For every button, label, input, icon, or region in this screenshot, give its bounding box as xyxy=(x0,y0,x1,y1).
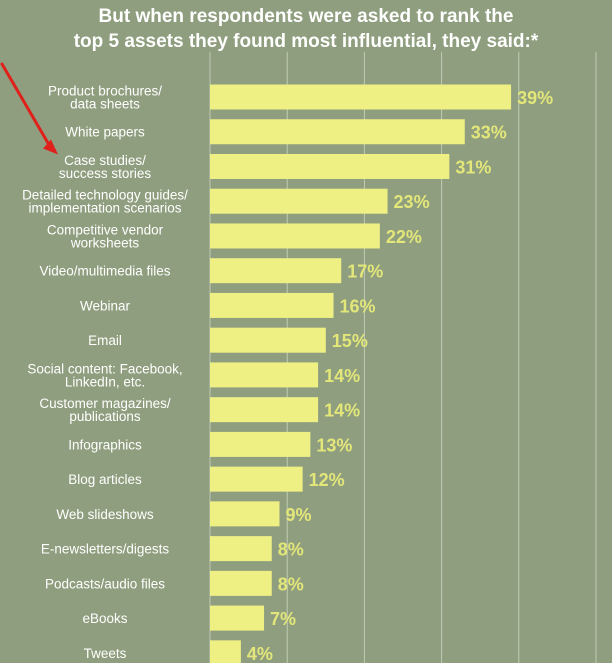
bar xyxy=(210,501,280,527)
value-label: 33% xyxy=(471,123,507,143)
value-label: 4% xyxy=(247,644,273,663)
category-label: Email xyxy=(88,333,122,348)
category-label: Detailed technology guides/implementatio… xyxy=(22,188,188,216)
value-label: 12% xyxy=(309,470,345,490)
gridlines xyxy=(209,52,597,663)
bar xyxy=(210,570,272,596)
bar xyxy=(210,119,465,145)
title-line-2: top 5 assets they found most influential… xyxy=(73,31,539,52)
bar xyxy=(210,640,241,663)
category-label: Web slideshows xyxy=(56,507,154,522)
bar xyxy=(210,292,334,318)
value-label: 22% xyxy=(386,227,422,247)
value-label: 9% xyxy=(285,505,311,525)
value-label: 23% xyxy=(394,192,430,212)
bar xyxy=(210,258,342,284)
value-labels: 39% 33% 31% 23% 22%17% 16% 15% 14% 14% 13% 12% 9% 8%… xyxy=(247,88,553,663)
value-label: 14% xyxy=(324,401,360,421)
value-label: 31% xyxy=(455,157,491,177)
category-label: Social content: Facebook, LinkedIn, etc. xyxy=(27,361,182,389)
bar xyxy=(210,397,319,423)
category-label: Competitive vendor worksheets xyxy=(47,222,164,250)
bar xyxy=(210,362,319,388)
bar xyxy=(210,431,311,457)
category-label: Podcasts/audio files xyxy=(45,576,165,591)
value-label: 8% xyxy=(278,574,304,594)
annotations xyxy=(0,62,58,155)
bars xyxy=(210,84,512,663)
bar xyxy=(210,188,388,214)
category-label: Webinar xyxy=(80,298,131,313)
category-label: Customer magazines/publications xyxy=(39,396,171,424)
chart-title: But when respondents were asked to rank … xyxy=(0,4,612,54)
value-label: 14% xyxy=(324,366,360,386)
category-label: Tweets xyxy=(84,646,127,661)
bar xyxy=(210,153,450,179)
bar xyxy=(210,223,380,249)
bar xyxy=(210,605,265,631)
category-label: Blog articles xyxy=(68,472,142,487)
red-arrow xyxy=(0,62,58,155)
category-label: Video/multimedia files xyxy=(39,264,170,279)
category-label: eBooks xyxy=(82,611,127,626)
category-label: E-newsletters/digests xyxy=(41,542,170,557)
bar xyxy=(210,84,512,110)
value-label: 15% xyxy=(332,331,368,351)
value-label: 17% xyxy=(347,262,383,282)
value-label: 16% xyxy=(340,296,376,316)
category-labels: Product brochures/data sheets White paper… xyxy=(22,84,188,661)
value-label: 7% xyxy=(270,609,296,629)
bar xyxy=(210,536,272,562)
category-label: Product brochures/data sheets xyxy=(48,84,162,112)
value-label: 39% xyxy=(517,88,553,108)
bar xyxy=(210,466,303,492)
title-line-1: But when respondents were asked to rank … xyxy=(98,6,514,27)
category-label: White papers xyxy=(65,125,145,140)
category-label: Infographics xyxy=(68,437,142,452)
value-label: 13% xyxy=(316,435,352,455)
value-label: 8% xyxy=(278,540,304,560)
category-label: Case studies/success stories xyxy=(59,153,152,181)
bar xyxy=(210,327,326,353)
